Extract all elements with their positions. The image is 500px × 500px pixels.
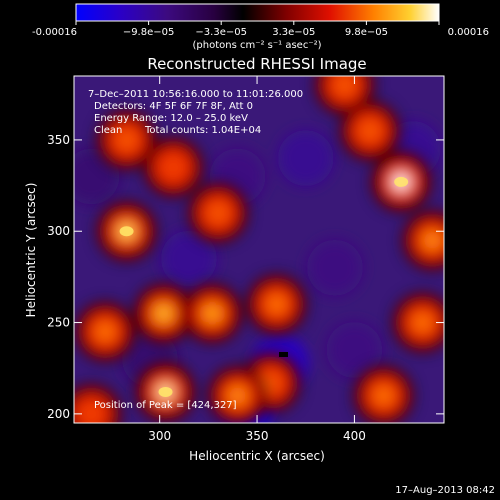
annotation-energy: Energy Range: 12.0 – 25.0 keV	[94, 113, 248, 124]
source-core-17	[361, 121, 379, 140]
annotation-method: Clean	[94, 125, 122, 136]
source-core-7	[228, 386, 247, 405]
source-core-10	[413, 313, 432, 332]
heatmap	[74, 76, 444, 423]
x-tick-label-2: 400	[343, 429, 366, 443]
source-core-15	[82, 404, 101, 423]
y-tick-label-0: 200	[47, 407, 70, 421]
colorbar-tick-label-3: 3.3e−05	[272, 27, 315, 38]
y-tick-label-1: 250	[47, 316, 70, 330]
x-tick-label-1: 350	[246, 429, 269, 443]
colorbar-ticks: -0.00016 −9.8e−05 −3.3e−05 3.3e−05 9.8e−05 0.…	[32, 21, 489, 38]
chart-title: Reconstructed RHESSI Image	[147, 55, 366, 73]
dim-region-4	[277, 130, 334, 187]
source-core-13	[164, 158, 183, 177]
source-core-11	[374, 386, 393, 405]
colorbar: -0.00016 −9.8e−05 −3.3e−05 3.3e−05 9.8e−05 0.…	[32, 3, 489, 51]
annotation-counts: Total counts: 1.04E+04	[144, 125, 261, 136]
x-tick-label-0: 300	[148, 429, 171, 443]
annotation-peak: Position of Peak = [424,327]	[94, 400, 237, 411]
source-core-14	[209, 203, 228, 222]
x-axis-ticks: 300 350 400	[148, 76, 366, 443]
colorbar-gradient	[75, 3, 440, 22]
source-peak-6	[158, 386, 173, 397]
source-core-3	[203, 304, 222, 323]
dim-region-3	[306, 239, 363, 296]
source-core-4	[267, 295, 286, 314]
colorbar-tick-label-2: −3.3e−05	[195, 27, 247, 38]
annotation-detectors: Detectors: 4F 5F 6F 7F 8F, Att 0	[94, 101, 253, 112]
y-tick-label-3: 350	[47, 133, 70, 147]
colorbar-tick-label-1: −9.8e−05	[123, 27, 175, 38]
x-axis-label: Heliocentric X (arcsec)	[189, 449, 325, 463]
plot-frame	[73, 75, 445, 424]
source-core-16	[335, 76, 354, 95]
annotation-time-range: 7–Dec–2011 10:56:16.000 to 11:01:26.000	[88, 89, 303, 100]
dim-region-2	[160, 230, 217, 287]
plot-area: 300 350 400 200 250 300 350	[47, 75, 445, 443]
colorbar-tick-label-0: -0.00016	[32, 27, 77, 38]
source-core-9	[423, 231, 442, 250]
y-tick-label-2: 300	[47, 224, 70, 238]
source-core-12	[117, 130, 136, 149]
y-axis-ticks: 200 250 300 350	[47, 133, 444, 421]
source-core-2	[154, 304, 173, 323]
footer-date: 17–Aug–2013 08:42	[395, 485, 495, 496]
source-core-0	[96, 322, 115, 341]
peak-marker	[279, 352, 288, 357]
colorbar-tick-label-5: 0.00016	[448, 27, 489, 38]
y-axis-label: Heliocentric Y (arcsec)	[24, 183, 38, 318]
source-peak-8	[394, 176, 409, 187]
source-peak-1	[119, 226, 134, 237]
colorbar-unit-label: (photons cm⁻² s⁻¹ asec⁻²)	[192, 40, 321, 51]
colorbar-tick-label-4: 9.8e−05	[345, 27, 388, 38]
dim-region-8	[326, 321, 383, 378]
